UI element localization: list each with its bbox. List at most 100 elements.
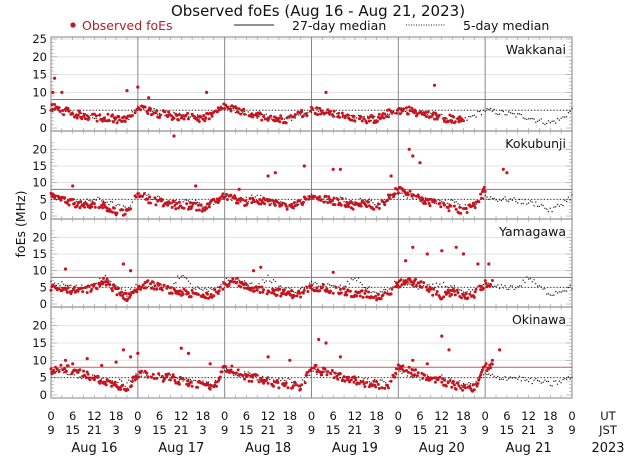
observed-point <box>196 385 199 389</box>
x-tick-ut: 12 <box>521 409 536 423</box>
median-point <box>88 199 90 202</box>
observed-point <box>480 370 483 374</box>
observed-point <box>234 106 238 110</box>
observed-point <box>360 289 364 293</box>
median-point <box>180 275 182 277</box>
observed-point <box>217 108 221 112</box>
median-point <box>339 377 342 379</box>
observed-point <box>363 291 367 295</box>
observed-point <box>292 294 296 298</box>
median-point <box>283 379 286 381</box>
observed-point <box>265 376 269 380</box>
x-tick-ut: 6 <box>503 409 510 423</box>
observed-point <box>422 281 426 285</box>
median-point <box>479 110 481 113</box>
observed-point <box>388 193 392 197</box>
median-point <box>307 195 309 197</box>
observed-point <box>135 290 139 294</box>
median-point <box>271 377 273 379</box>
observed-point <box>405 280 409 284</box>
median-point <box>555 290 557 293</box>
median-point <box>464 117 466 119</box>
observed-point <box>94 114 98 118</box>
observed-point <box>230 364 234 368</box>
median-point <box>110 200 112 203</box>
observed-point <box>339 291 343 295</box>
median-point <box>475 380 477 383</box>
observed-outlier <box>100 363 104 368</box>
median-point <box>486 196 488 198</box>
median-point <box>524 118 526 120</box>
observed-point <box>343 379 347 383</box>
legend-observed-label: Observed foEs <box>82 18 173 33</box>
median-point <box>551 211 553 213</box>
observed-point <box>159 286 163 290</box>
observed-point <box>317 198 321 201</box>
median-point <box>428 284 430 286</box>
observed-outlier <box>266 174 270 178</box>
median-point <box>558 380 560 382</box>
observed-point <box>145 371 149 375</box>
observed-point <box>489 283 493 287</box>
observed-point <box>407 365 411 369</box>
observed-point <box>433 117 436 121</box>
median-point <box>401 372 403 374</box>
median-point <box>104 274 107 277</box>
observed-outlier <box>179 346 183 350</box>
median-point <box>567 286 570 289</box>
observed-point <box>253 200 256 204</box>
observed-point <box>252 113 256 117</box>
x-tick-ut: 18 <box>456 409 471 423</box>
median-point <box>64 110 67 113</box>
median-point <box>148 285 150 288</box>
observed-point <box>394 371 398 375</box>
observed-point <box>329 371 332 375</box>
median-point <box>236 375 238 377</box>
median-point <box>299 288 302 290</box>
median-point <box>533 379 535 381</box>
median-point <box>178 277 181 280</box>
observed-point <box>386 383 389 387</box>
median-point <box>515 377 517 379</box>
observed-outlier <box>252 269 256 273</box>
observed-point <box>443 378 446 382</box>
observed-point <box>332 109 336 113</box>
median-point <box>435 203 437 205</box>
y-tick-label: 5 <box>40 280 47 294</box>
median-point <box>265 280 267 282</box>
observed-point <box>212 197 216 201</box>
observed-point <box>423 373 427 377</box>
observed-point <box>450 120 454 124</box>
observed-outlier <box>121 262 125 266</box>
observed-point <box>472 295 476 299</box>
observed-point <box>406 370 410 374</box>
observed-point <box>309 109 313 113</box>
x-tick-jst: 15 <box>500 423 515 437</box>
median-point <box>446 286 448 288</box>
median-point <box>337 286 340 288</box>
observed-point <box>229 368 233 372</box>
observed-point <box>181 292 185 296</box>
observed-point <box>230 280 234 283</box>
median-point <box>459 289 461 291</box>
median-point <box>292 290 295 293</box>
median-point <box>410 375 412 378</box>
median-point <box>90 114 92 117</box>
x-tick-jst: 9 <box>221 423 228 437</box>
median-point <box>238 376 240 378</box>
observed-outlier <box>302 164 306 168</box>
median-point <box>556 383 559 385</box>
observed-point <box>158 282 161 286</box>
observed-point <box>383 291 387 295</box>
median-point <box>488 108 490 111</box>
median-point <box>178 379 181 381</box>
observed-point <box>163 110 167 114</box>
median-point <box>93 117 96 120</box>
observed-point <box>348 289 352 293</box>
observed-point <box>446 206 450 209</box>
median-point <box>401 192 403 194</box>
median-point <box>356 117 358 119</box>
observed-point <box>209 293 213 296</box>
median-point <box>135 373 137 375</box>
median-point <box>517 202 519 204</box>
